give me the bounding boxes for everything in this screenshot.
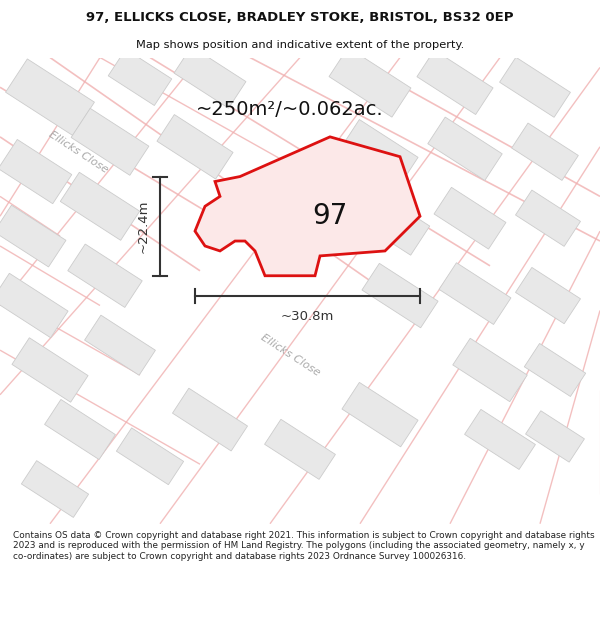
Polygon shape xyxy=(515,268,580,324)
Polygon shape xyxy=(329,48,411,117)
Polygon shape xyxy=(265,419,335,479)
Text: 97: 97 xyxy=(313,202,347,230)
Polygon shape xyxy=(512,123,578,181)
Polygon shape xyxy=(12,338,88,402)
Text: Contains OS data © Crown copyright and database right 2021. This information is : Contains OS data © Crown copyright and d… xyxy=(13,531,595,561)
Polygon shape xyxy=(5,59,94,136)
Polygon shape xyxy=(174,46,246,108)
Polygon shape xyxy=(195,137,420,276)
Polygon shape xyxy=(434,188,506,249)
Text: 97, ELLICKS CLOSE, BRADLEY STOKE, BRISTOL, BS32 0EP: 97, ELLICKS CLOSE, BRADLEY STOKE, BRISTO… xyxy=(86,11,514,24)
Polygon shape xyxy=(60,173,140,241)
Polygon shape xyxy=(350,187,430,255)
Polygon shape xyxy=(157,114,233,179)
Text: Ellicks Close: Ellicks Close xyxy=(47,129,109,174)
Text: Map shows position and indicative extent of the property.: Map shows position and indicative extent… xyxy=(136,40,464,50)
Polygon shape xyxy=(116,428,184,485)
Text: ~250m²/~0.062ac.: ~250m²/~0.062ac. xyxy=(196,99,384,119)
Polygon shape xyxy=(108,49,172,106)
Polygon shape xyxy=(428,117,502,181)
Polygon shape xyxy=(362,263,438,328)
Polygon shape xyxy=(526,411,584,462)
Polygon shape xyxy=(417,50,493,114)
Polygon shape xyxy=(439,262,511,324)
Polygon shape xyxy=(71,108,149,175)
Polygon shape xyxy=(0,273,68,338)
Polygon shape xyxy=(22,461,89,518)
Polygon shape xyxy=(68,244,142,308)
Polygon shape xyxy=(85,315,155,375)
Polygon shape xyxy=(524,344,586,396)
Text: ~30.8m: ~30.8m xyxy=(281,311,334,324)
Polygon shape xyxy=(500,58,571,118)
Polygon shape xyxy=(172,388,248,451)
Polygon shape xyxy=(453,338,527,402)
Polygon shape xyxy=(464,409,535,469)
Polygon shape xyxy=(342,119,418,184)
Polygon shape xyxy=(342,382,418,447)
Polygon shape xyxy=(515,190,580,246)
Text: Ellicks Close: Ellicks Close xyxy=(259,332,322,378)
Polygon shape xyxy=(0,139,72,204)
Polygon shape xyxy=(44,399,115,459)
Text: ~22.4m: ~22.4m xyxy=(137,199,150,253)
Polygon shape xyxy=(0,205,66,267)
